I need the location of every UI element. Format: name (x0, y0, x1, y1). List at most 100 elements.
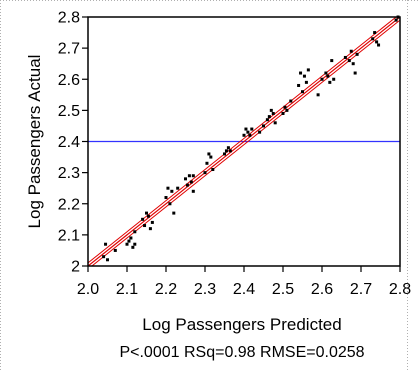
data-point (330, 59, 334, 63)
y-tick-label: 2.4 (58, 134, 80, 151)
data-point (328, 80, 332, 84)
data-point (299, 71, 303, 75)
data-point (289, 99, 293, 103)
x-tick-marks (87, 266, 401, 272)
data-point (373, 31, 377, 35)
data-point (176, 186, 180, 190)
y-tick-label: 2.6 (58, 72, 80, 89)
data-point (265, 118, 269, 122)
x-tick-label: 2.5 (272, 281, 294, 298)
data-point (172, 211, 176, 215)
data-point (129, 236, 133, 240)
data-point (394, 18, 398, 22)
data-point (273, 121, 277, 125)
data-point (302, 74, 306, 78)
data-point (148, 227, 152, 231)
data-point (224, 149, 228, 153)
data-point (125, 242, 129, 246)
data-point (353, 71, 357, 75)
data-point (351, 62, 355, 66)
data-point (168, 202, 172, 206)
data-point (113, 248, 117, 252)
x-tick-label: 2.2 (155, 281, 177, 298)
data-point (226, 146, 230, 150)
x-tick-label: 2.8 (389, 281, 411, 298)
data-point (205, 161, 209, 165)
data-point (127, 239, 131, 243)
data-point (185, 183, 189, 187)
data-point (258, 130, 262, 134)
x-tick-labels: 2.0 2.1 2.2 2.3 2.4 2.5 2.6 2.7 2.8 (77, 281, 411, 298)
data-point (375, 40, 379, 44)
data-point (133, 230, 137, 234)
data-point (301, 90, 304, 94)
data-point (332, 77, 336, 81)
data-point (248, 133, 252, 137)
data-point (316, 93, 320, 97)
data-point (324, 71, 328, 75)
data-point (304, 80, 308, 84)
data-point (133, 242, 137, 246)
y-tick-label: 2.2 (58, 196, 80, 213)
data-point (143, 224, 147, 228)
data-point (191, 174, 195, 178)
data-point (347, 59, 351, 63)
y-tick-label: 2.5 (58, 103, 80, 120)
data-point (269, 108, 273, 112)
y-tick-label: 2.7 (58, 41, 80, 58)
y-tick-label: 2 (71, 259, 80, 276)
data-point (355, 52, 359, 56)
data-point (371, 37, 375, 41)
data-point (244, 127, 248, 131)
data-points (102, 15, 400, 262)
plot-frame (87, 16, 401, 267)
data-point (377, 43, 381, 47)
data-point (211, 168, 215, 172)
y-tick-marks (82, 16, 88, 267)
confidence-lower-line (91, 19, 400, 266)
data-point (207, 152, 211, 156)
data-point (326, 74, 330, 78)
data-point (131, 245, 135, 249)
data-point (145, 211, 148, 215)
data-point (170, 189, 174, 193)
data-point (297, 83, 301, 87)
data-point (250, 127, 254, 131)
data-point (187, 174, 191, 178)
data-point (228, 149, 232, 153)
data-point (306, 68, 310, 72)
data-point (146, 214, 150, 218)
data-point (104, 242, 108, 246)
x-tick-label: 2.4 (233, 281, 255, 298)
data-point (343, 55, 347, 59)
data-point (281, 111, 285, 115)
y-tick-label: 2.3 (58, 165, 80, 182)
y-tick-label: 2.1 (58, 227, 80, 244)
y-axis-title: Log Passengers Actual (25, 55, 44, 229)
x-tick-label: 2.3 (194, 281, 216, 298)
data-point (349, 49, 353, 53)
y-tick-labels: 2 2.1 2.2 2.3 2.4 2.5 2.6 2.7 2.8 (58, 10, 80, 276)
x-tick-label: 2.7 (350, 281, 372, 298)
x-tick-label: 2.1 (116, 281, 138, 298)
data-point (189, 180, 193, 184)
data-point (203, 171, 207, 175)
data-point (223, 152, 226, 156)
data-point (209, 155, 213, 159)
x-tick-label: 2.0 (77, 281, 99, 298)
data-point (267, 115, 271, 119)
data-point (141, 217, 145, 221)
data-point (271, 111, 275, 115)
fit-statistics: P<.0001 RSq=0.98 RMSE=0.0258 (119, 344, 364, 361)
data-point (262, 124, 265, 128)
data-point (285, 108, 289, 112)
data-point (184, 177, 187, 181)
data-point (166, 186, 170, 190)
fit-line (88, 17, 400, 266)
data-point (150, 220, 154, 224)
data-point (102, 255, 106, 259)
data-point (106, 258, 109, 262)
data-point (246, 130, 250, 134)
